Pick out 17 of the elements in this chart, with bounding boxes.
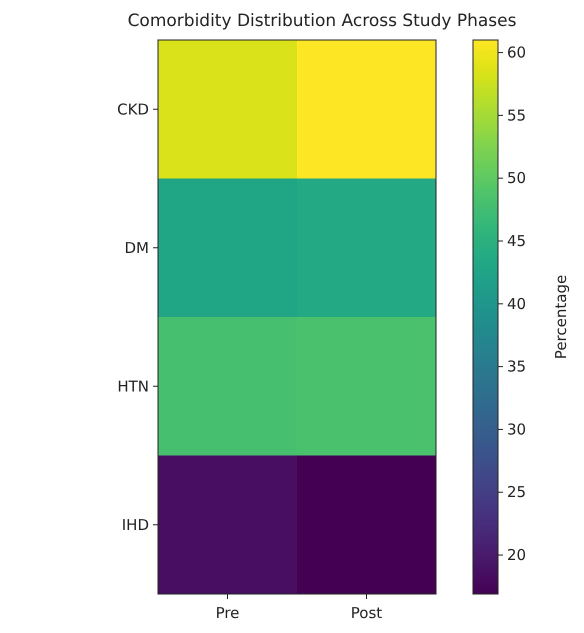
y-tick-label: DM [124, 238, 149, 257]
y-tick-label: CKD [117, 100, 149, 118]
chart-title: Comorbidity Distribution Across Study Phases [128, 11, 517, 31]
color-bar-label: 35 [507, 358, 526, 376]
color-bar-label: 20 [507, 546, 526, 564]
y-tick-label: IHD [122, 516, 149, 534]
color-bar-label: 40 [507, 294, 526, 313]
color-bar-label: 30 [507, 420, 526, 438]
color-bar-label: 50 [507, 169, 526, 188]
y-tick-label: HTN [117, 377, 149, 396]
x-tick-label: Post [350, 604, 382, 622]
color-bar-label: 45 [507, 232, 526, 250]
x-tick-label: Pre [216, 604, 240, 622]
color-bar-title: Percentage [552, 274, 570, 360]
color-bar-label: 25 [507, 483, 526, 502]
color-bar-label: 60 [507, 44, 526, 62]
color-bar-label: 55 [507, 106, 526, 124]
